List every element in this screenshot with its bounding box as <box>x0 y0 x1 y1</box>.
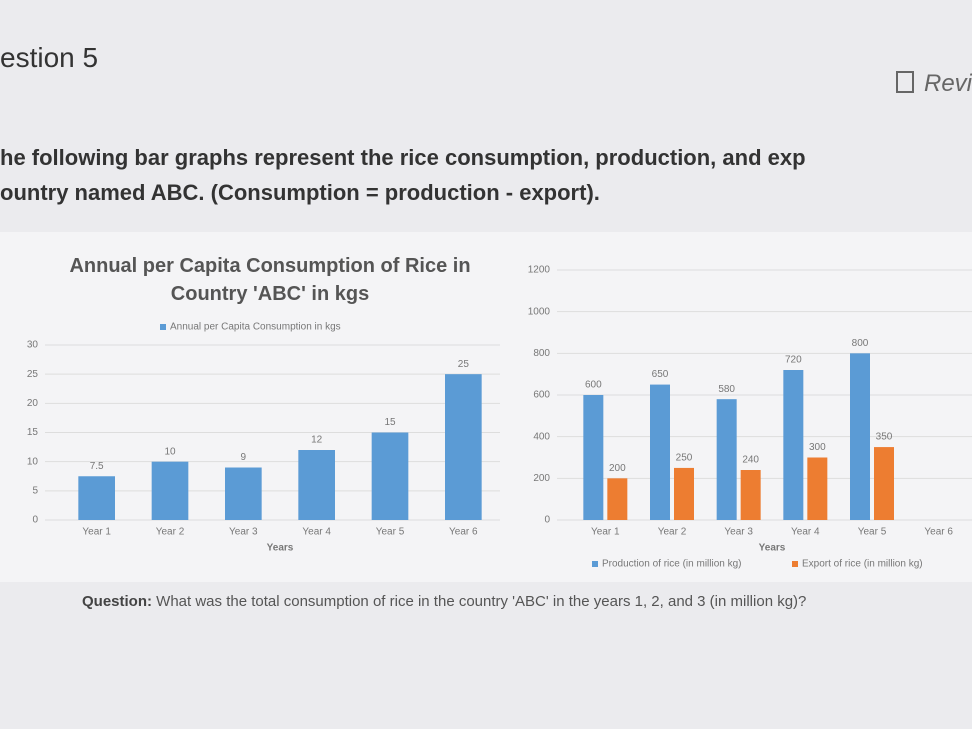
chart: 0 200 400 600 800 1000 1200 Year 1 600 200 Year 2 6… <box>528 265 972 570</box>
question: Question: What was the total consumption… <box>82 592 972 612</box>
legend-label: Annual per Capita Consumption in kgs <box>170 322 341 333</box>
data-label: 600 <box>585 380 602 391</box>
data-label: 25 <box>458 359 470 370</box>
y-tick-label: 0 <box>32 515 38 526</box>
bar <box>716 399 737 520</box>
intro-line: ountry named ABC. (Consumption = product… <box>0 180 600 205</box>
data-label: 12 <box>311 435 323 446</box>
data-label: 580 <box>718 384 735 395</box>
y-tick-label: 15 <box>27 427 39 438</box>
legend-swatch <box>160 324 166 330</box>
y-tick-label: 20 <box>27 398 39 409</box>
question-text: What was the total consumption of rice i… <box>156 593 807 610</box>
bar <box>371 432 409 520</box>
y-tick-label: 5 <box>32 485 38 496</box>
y-tick-label: 1000 <box>528 306 551 317</box>
data-label: 15 <box>384 417 396 428</box>
bar <box>807 457 828 520</box>
data-label: 200 <box>609 463 626 474</box>
bar <box>740 470 761 520</box>
legend-label: Export of rice (in million kg) <box>802 559 923 570</box>
x-tick-label: Year 1 <box>82 527 111 538</box>
bar <box>298 450 335 520</box>
legend-label: Production of rice (in million kg) <box>602 559 742 570</box>
x-tick-label: Year 3 <box>229 527 258 538</box>
bar <box>674 467 694 520</box>
y-tick-label: 1200 <box>528 265 551 276</box>
x-tick-label: Year 2 <box>658 527 687 538</box>
bar <box>445 374 482 520</box>
bar <box>583 395 604 520</box>
data-label: 7.5 <box>90 461 104 472</box>
y-tick-label: 10 <box>27 456 39 467</box>
data-label: 720 <box>785 355 802 366</box>
chart-panel <box>0 232 972 582</box>
data-label: 350 <box>876 432 893 443</box>
x-tick-label: Year 1 <box>591 527 620 538</box>
data-label: 250 <box>676 453 693 464</box>
legend-swatch <box>592 561 598 567</box>
data-label: 300 <box>809 442 826 453</box>
x-tick-label: Year 4 <box>791 527 820 538</box>
legend-swatch <box>792 561 798 567</box>
x-axis-label: Years <box>267 543 294 554</box>
y-tick-label: 0 <box>544 515 550 526</box>
chart-title: Annual per Capita Consumption of Rice in… <box>69 255 471 305</box>
y-tick-label: 200 <box>533 473 550 484</box>
x-tick-label: Year 4 <box>302 527 331 538</box>
x-tick-label: Year 6 <box>924 527 953 538</box>
data-label: 240 <box>742 455 759 466</box>
data-label: 800 <box>852 338 869 349</box>
question-number: estion 5 <box>0 42 99 73</box>
x-tick-label: Year 6 <box>449 527 478 538</box>
y-tick-label: 800 <box>533 348 550 359</box>
x-tick-label: Year 3 <box>724 527 753 538</box>
chart: 0 5 10 15 20 25 30 Year 1 7.5 Year 2 10 Year 3 9 Year… <box>27 322 500 554</box>
bar <box>607 478 628 520</box>
y-tick-label: 25 <box>27 369 39 380</box>
bar <box>874 447 894 520</box>
y-tick-label: 30 <box>27 340 39 351</box>
bar <box>783 370 804 520</box>
bar <box>850 353 870 520</box>
bar <box>650 384 670 520</box>
y-tick-label: 600 <box>533 390 550 401</box>
review-button[interactable]: Revi <box>896 70 972 98</box>
x-axis-label: Years <box>759 543 786 554</box>
data-label: 650 <box>652 369 669 380</box>
intro-line: he following bar graphs represent the ri… <box>0 145 806 170</box>
bar <box>225 467 262 520</box>
data-label: 9 <box>241 452 247 463</box>
data-label: 10 <box>164 446 176 457</box>
x-tick-label: Year 2 <box>156 527 185 538</box>
question-label: Question: <box>82 593 152 610</box>
y-tick-label: 400 <box>533 431 550 442</box>
bar <box>151 461 189 520</box>
x-tick-label: Year 5 <box>858 527 887 538</box>
x-tick-label: Year 5 <box>376 527 405 538</box>
bar <box>78 476 115 520</box>
